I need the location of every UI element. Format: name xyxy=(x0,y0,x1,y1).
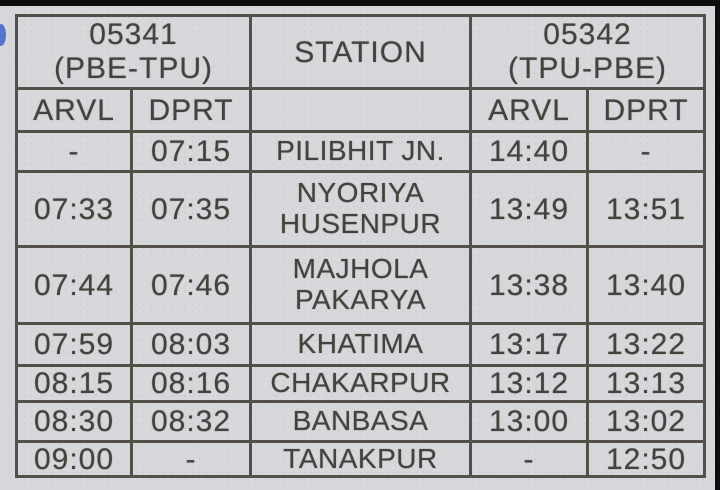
dprt-left-cell: 07:46 xyxy=(133,248,252,325)
arvl-right-cell: 13:49 xyxy=(472,173,589,248)
arvl-left-cell: 07:59 xyxy=(18,325,133,367)
dprt-left-cell: 08:32 xyxy=(133,403,252,443)
dprt-right-cell: 13:22 xyxy=(589,325,703,367)
arvl-right-cell: 13:12 xyxy=(472,367,589,403)
arvl-right-cell: - xyxy=(472,443,589,475)
station-cell: PILIBHIT JN. xyxy=(252,133,472,173)
dprt-right-cell: 13:13 xyxy=(589,367,703,403)
dprt-left-cell: 08:16 xyxy=(133,367,252,403)
station-cell: CHAKARPUR xyxy=(252,367,472,403)
station-cell: BANBASA xyxy=(252,403,472,443)
train-number-left: 05341 xyxy=(89,18,178,51)
arvl-left-cell: 07:44 xyxy=(18,248,133,325)
arvl-right-cell: 13:00 xyxy=(472,403,589,443)
dprt-left-cell: 07:35 xyxy=(133,173,252,248)
train-route-left: (PBE-TPU) xyxy=(54,52,213,85)
dprt-right-cell: 13:51 xyxy=(589,173,703,248)
arvl-left-cell: 07:33 xyxy=(18,173,133,248)
scanner-edge-right xyxy=(715,0,720,490)
dprt-left-cell: 07:15 xyxy=(133,133,252,173)
header-train-right: 05342 (TPU-PBE) xyxy=(472,17,703,90)
arvl-right-cell: 14:40 xyxy=(472,133,589,173)
arvl-left-cell: 08:30 xyxy=(18,403,133,443)
scanner-edge-top xyxy=(0,0,720,6)
header-station-blank xyxy=(252,90,472,133)
header-arvl-right: ARVL xyxy=(472,90,589,133)
dprt-right-cell: 13:40 xyxy=(589,248,703,325)
dprt-right-cell: - xyxy=(589,133,703,173)
dprt-left-cell: - xyxy=(133,443,252,475)
station-cell: TANAKPUR xyxy=(252,443,472,475)
header-train-left: 05341 (PBE-TPU) xyxy=(18,17,252,90)
header-station: STATION xyxy=(252,17,472,90)
header-dprt-right: DPRT xyxy=(589,90,703,133)
arvl-left-cell: 09:00 xyxy=(18,443,133,475)
station-cell: NYORIYA HUSENPUR xyxy=(252,173,472,248)
station-cell: KHATIMA xyxy=(252,325,472,367)
train-route-right: (TPU-PBE) xyxy=(508,52,667,85)
station-cell: MAJHOLA PAKARYA xyxy=(252,248,472,325)
header-dprt-left: DPRT xyxy=(133,90,252,133)
train-number-right: 05342 xyxy=(543,18,632,51)
arvl-left-cell: 08:15 xyxy=(18,367,133,403)
dprt-left-cell: 08:03 xyxy=(133,325,252,367)
arvl-right-cell: 13:38 xyxy=(472,248,589,325)
arvl-right-cell: 13:17 xyxy=(472,325,589,367)
dprt-right-cell: 13:02 xyxy=(589,403,703,443)
header-arvl-left: ARVL xyxy=(18,90,133,133)
blue-pen-mark xyxy=(0,24,6,46)
dprt-right-cell: 12:50 xyxy=(605,443,687,475)
arvl-left-cell: - xyxy=(18,133,133,173)
train-timetable: 05341 (PBE-TPU) STATION 05342 (TPU-PBE) … xyxy=(15,14,706,478)
